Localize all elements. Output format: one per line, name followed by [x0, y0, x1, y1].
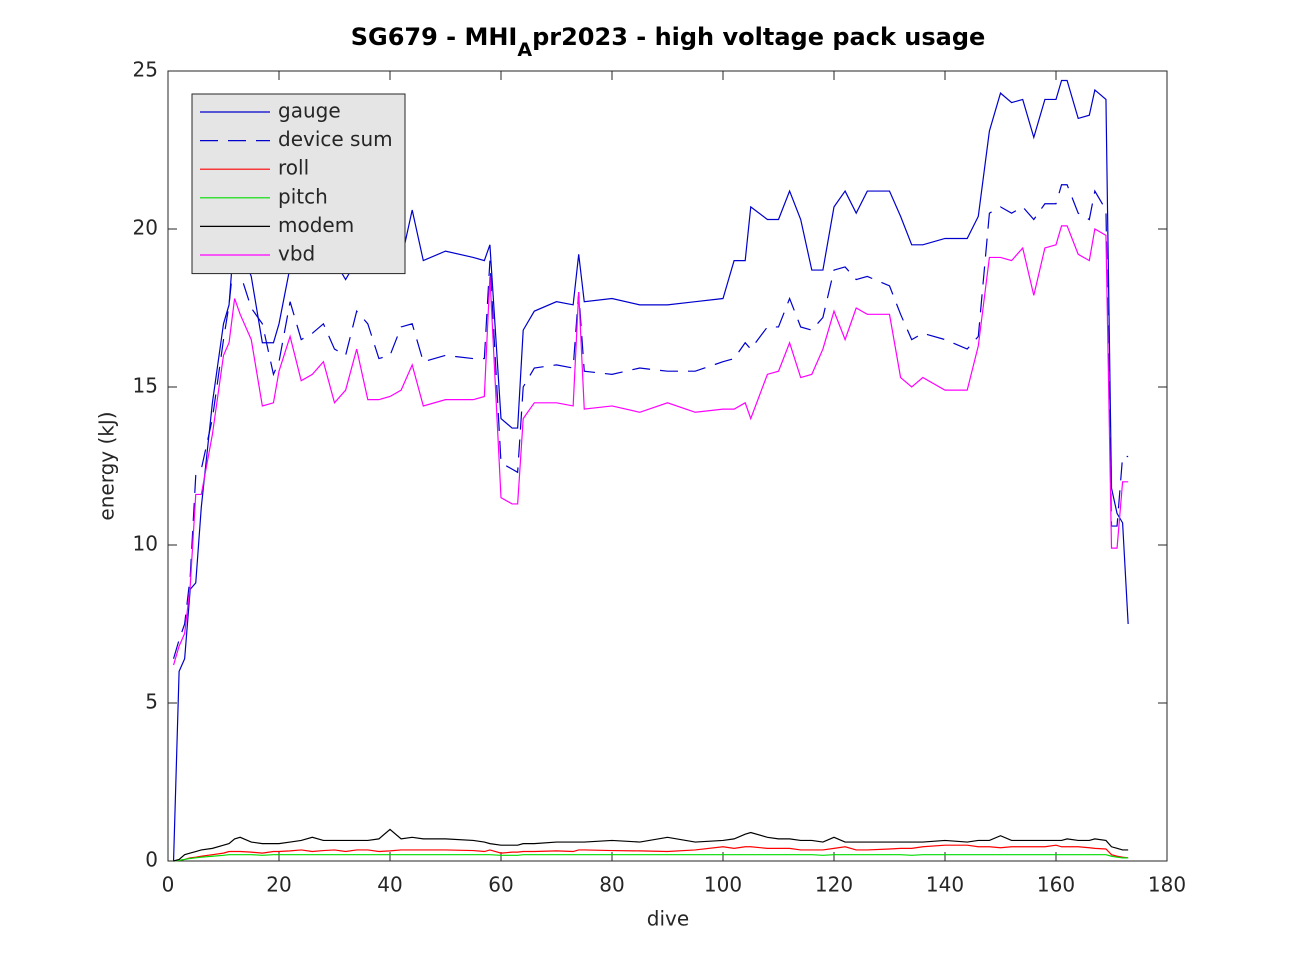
y-tick-label: 5 — [145, 690, 158, 714]
title-part: SG679 - MHI — [351, 23, 518, 51]
legend-box — [191, 93, 406, 275]
chart-title: SG679 - MHIApr2023 - high voltage pack u… — [351, 23, 986, 61]
x-tick-label: 140 — [926, 873, 964, 897]
plot-frame — [167, 70, 1168, 862]
title-part: pr2023 - high voltage pack usage — [532, 23, 985, 51]
legend-label: device sum — [278, 127, 393, 151]
y-tick-label: 0 — [145, 848, 158, 872]
x-tick-label: 0 — [162, 873, 175, 897]
x-tick-label: 20 — [266, 873, 291, 897]
x-tick-label: 160 — [1037, 873, 1075, 897]
series-line — [172, 225, 1129, 666]
series-line — [172, 79, 1129, 862]
y-tick-label: 25 — [133, 58, 158, 82]
y-axis-label: energy (kJ) — [95, 411, 119, 520]
legend-label: gauge — [278, 99, 341, 123]
x-tick-label: 180 — [1148, 873, 1186, 897]
x-tick-label: 40 — [377, 873, 402, 897]
x-tick-label: 60 — [488, 873, 513, 897]
series-line — [173, 844, 1129, 862]
x-tick-label: 80 — [599, 873, 624, 897]
legend-label: modem — [278, 213, 354, 237]
series-line — [173, 828, 1129, 862]
legend: gauge device sum roll pitch modem vbd — [191, 93, 406, 275]
legend-label: vbd — [278, 242, 315, 266]
series-line — [173, 854, 1129, 862]
series-line — [172, 184, 1129, 659]
x-tick-label: 120 — [815, 873, 853, 897]
y-tick-label: 15 — [133, 374, 158, 398]
y-tick-label: 10 — [133, 532, 158, 556]
x-axis-label: dive — [647, 907, 689, 931]
y-tick-label: 20 — [133, 216, 158, 240]
title-subscript: A — [517, 39, 532, 61]
x-tick-label: 100 — [704, 873, 742, 897]
legend-label: pitch — [278, 184, 328, 208]
legend-label: roll — [278, 156, 309, 180]
